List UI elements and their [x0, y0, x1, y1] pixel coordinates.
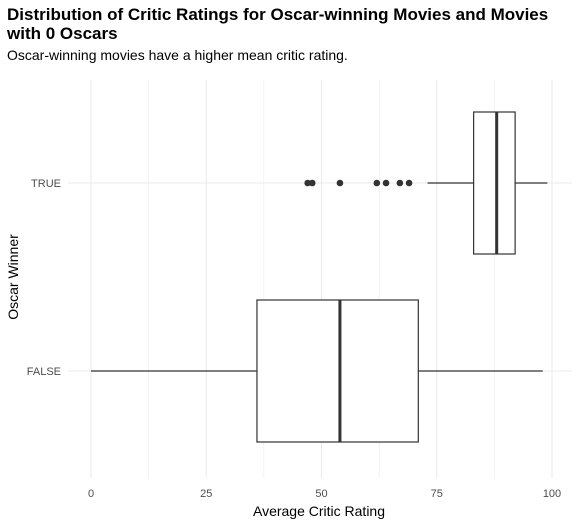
chart-title: Distribution of Critic Ratings for Oscar… [7, 5, 549, 43]
outlier-point [405, 179, 413, 187]
box-iqr [473, 111, 516, 255]
x-tick-label: 0 [88, 488, 94, 500]
x-tick-label: 50 [315, 488, 327, 500]
y-axis-title: Oscar Winner [5, 234, 21, 320]
x-axis-title: Average Critic Rating [253, 503, 385, 519]
box-iqr [256, 299, 419, 443]
x-tick-label: 25 [200, 488, 212, 500]
chart-subtitle: Oscar-winning movies have a higher mean … [7, 47, 348, 63]
axis-ticks: 0 25 50 75 100 FALSE TRUE [27, 178, 561, 500]
outlier-point [336, 179, 344, 187]
outlier-point [304, 179, 311, 187]
grid-lines [68, 80, 572, 478]
x-tick-label: 100 [543, 488, 561, 500]
outlier-point [396, 179, 404, 187]
outlier-point [308, 179, 316, 187]
outlier-point [382, 179, 390, 187]
x-tick-label: 75 [431, 488, 443, 500]
y-tick-label: FALSE [27, 366, 61, 378]
outlier-point [373, 179, 381, 187]
box-series [91, 111, 548, 443]
y-tick-label: TRUE [31, 178, 61, 190]
